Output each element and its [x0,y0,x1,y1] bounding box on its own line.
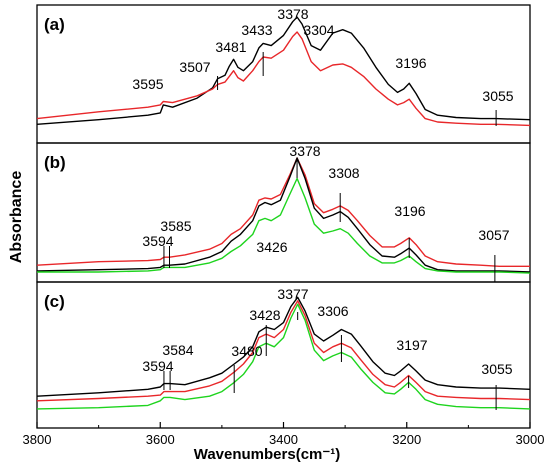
peak-label: 3378 [289,143,320,159]
peak-label: 3055 [481,361,512,377]
peak-label: 3057 [478,227,509,243]
panel-label: (c) [44,292,65,311]
spectrum-line [36,157,530,267]
spectrum-line [36,296,531,397]
x-tick-label: 3400 [269,432,298,447]
peak-label: 3585 [160,218,191,234]
peak-label: 3480 [231,343,262,359]
spectrum-line [37,177,531,274]
x-tick-label: 3200 [392,432,421,447]
panel-label: (a) [44,15,65,34]
peak-label: 3481 [215,39,246,55]
peak-label: 3433 [241,22,272,38]
peak-label: 3055 [482,88,513,104]
x-axis-label: Wavenumbers(cm⁻¹) [194,446,341,463]
peak-label: 3595 [132,76,163,92]
spectrum-line [36,16,531,125]
spectrum-line [36,303,531,410]
peak-label: 3426 [256,239,287,255]
peak-label: 3308 [328,165,359,181]
peak-label: 3304 [303,22,334,38]
peak-label: 3428 [249,307,280,323]
x-tick-label: 3800 [23,432,52,447]
spectrum-line [36,31,531,127]
x-tick-label: 3000 [516,432,545,447]
peak-label: 3594 [142,358,173,374]
spectrum-line [36,157,531,273]
panel-label: (b) [44,153,66,172]
x-tick-label: 3600 [146,432,175,447]
peak-label: 3197 [396,337,427,353]
peak-label: 3507 [179,59,210,75]
peak-label: 3594 [142,233,173,249]
panel-frame [36,4,531,144]
peak-label: 3377 [277,286,308,302]
peak-label: 3196 [395,55,426,71]
peak-label: 3306 [317,303,348,319]
peak-label: 3584 [162,342,193,358]
y-axis-label: Absorbance [8,171,25,264]
peak-label: 3378 [277,6,308,22]
spectrum-line [36,300,531,402]
peak-label: 3196 [394,203,425,219]
